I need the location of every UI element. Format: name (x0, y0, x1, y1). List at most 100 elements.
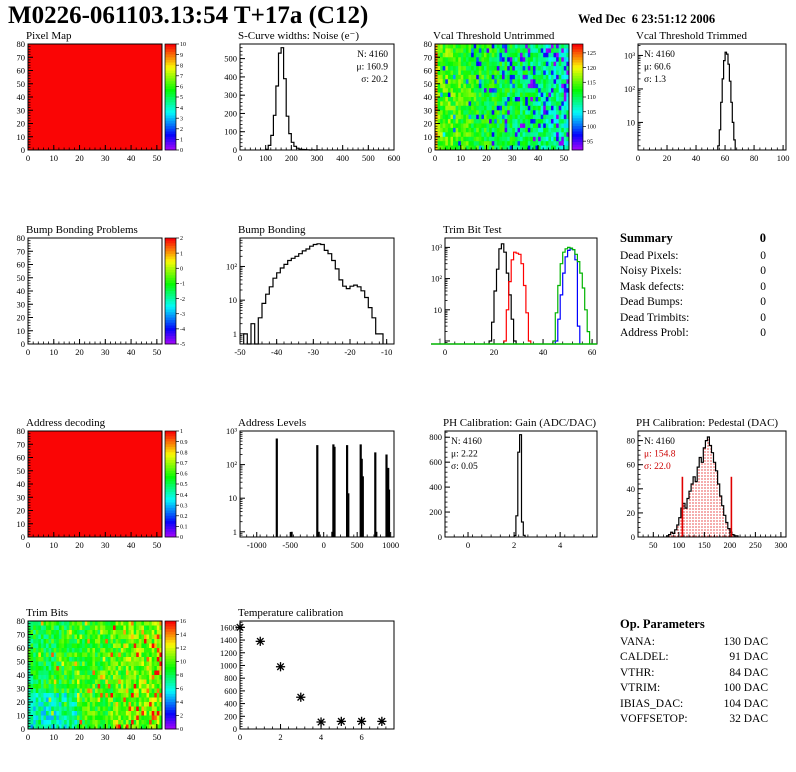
svg-text:0: 0 (238, 153, 242, 163)
svg-text:120: 120 (587, 66, 596, 72)
svg-text:80: 80 (17, 426, 26, 436)
svg-text:4: 4 (558, 540, 563, 550)
svg-text:80: 80 (17, 616, 26, 626)
svg-text:σ: 0.05: σ: 0.05 (451, 462, 478, 472)
svg-text:110: 110 (587, 95, 596, 101)
svg-text:σ: 20.2: σ: 20.2 (361, 75, 388, 85)
svg-text:μ: 154.8: μ: 154.8 (644, 450, 676, 460)
svg-text:200: 200 (285, 153, 298, 163)
svg-text:40: 40 (127, 347, 136, 357)
svg-text:10: 10 (17, 711, 26, 721)
svg-text:6: 6 (359, 732, 363, 742)
svg-text:-20: -20 (344, 347, 355, 357)
svg-text:10: 10 (457, 153, 466, 163)
svg-text:1: 1 (180, 138, 183, 144)
svg-text:16: 16 (180, 619, 186, 625)
svg-text:PH Calibration: Pedestal (DAC): PH Calibration: Pedestal (DAC) (636, 417, 778, 429)
summary-title: Summary (620, 231, 673, 245)
svg-text:40: 40 (17, 670, 26, 680)
svg-text:N: 4160: N: 4160 (644, 50, 675, 60)
svg-text:0: 0 (26, 153, 30, 163)
svg-text:105: 105 (587, 110, 596, 116)
svg-text:600: 600 (388, 153, 401, 163)
op-parameter-row: VTHR: 84 DAC (620, 666, 768, 679)
svg-text:300: 300 (775, 540, 788, 550)
svg-text:1600: 1600 (220, 622, 237, 632)
svg-text:100: 100 (587, 125, 596, 131)
svg-text:40: 40 (424, 92, 433, 102)
svg-text:Temperature calibration: Temperature calibration (238, 607, 344, 619)
svg-text:30: 30 (17, 492, 26, 502)
svg-text:PH Calibration: Gain (ADC/DAC): PH Calibration: Gain (ADC/DAC) (443, 417, 596, 429)
plot-pixel-map: 0 1 2 3 4 5 6 7 8 9 10 0 10 20 30 40 50 0 10 20 30 40 50 60 70 80… (8, 28, 204, 176)
svg-text:10²: 10² (226, 261, 238, 271)
svg-text:30: 30 (17, 105, 26, 115)
svg-text:600: 600 (429, 457, 442, 467)
svg-text:500: 500 (362, 153, 375, 163)
svg-text:50: 50 (153, 153, 162, 163)
svg-text:-40: -40 (271, 347, 282, 357)
svg-text:N: 4160: N: 4160 (644, 437, 675, 447)
plot-address-decoding: 0 0.1 0.2 0.3 0.4 0.5 0.6 0.7 0.8 0.9 1 0 10 20 30 40 50… (8, 415, 204, 563)
op-parameter-row: VANA: 130 DAC (620, 635, 768, 648)
svg-text:0: 0 (438, 532, 442, 542)
svg-text:60: 60 (627, 460, 636, 470)
plot-trim-bits: 0 2 4 6 8 10 12 14 16 0 10 20 30 40 50 0 10 20 30 40 50 60 70 8… (8, 605, 204, 755)
plot-ph-calibration-gain: 0 2 4 0 200 400 600 800 PH Calibration: Gain (AD… (415, 415, 605, 563)
svg-text:30: 30 (101, 347, 110, 357)
svg-text:50: 50 (153, 732, 162, 742)
svg-text:200: 200 (429, 507, 442, 517)
svg-text:2: 2 (180, 127, 183, 133)
svg-text:7: 7 (180, 74, 183, 80)
plot-bump-bonding: -50 -40 -30 -20 -10 1 10 10² Bump Bonding (210, 222, 402, 370)
svg-text:100: 100 (224, 127, 237, 137)
op-parameters-title: Op. Parameters (620, 617, 705, 631)
svg-text:40: 40 (627, 484, 636, 494)
svg-text:100: 100 (672, 540, 685, 550)
svg-text:0.9: 0.9 (180, 440, 188, 446)
svg-text:20: 20 (424, 119, 433, 129)
svg-text:10: 10 (434, 305, 443, 315)
op-parameter-row: CALDEL: 91 DAC (620, 651, 768, 663)
svg-text:1400: 1400 (220, 635, 237, 645)
svg-text:100: 100 (259, 153, 272, 163)
svg-text:N: 4160: N: 4160 (357, 50, 388, 60)
svg-text:10: 10 (17, 132, 26, 142)
svg-text:0: 0 (21, 532, 25, 542)
svg-text:40: 40 (127, 732, 136, 742)
svg-text:70: 70 (17, 439, 26, 449)
svg-text:-50: -50 (234, 347, 245, 357)
svg-text:Vcal Threshold Trimmed: Vcal Threshold Trimmed (636, 30, 748, 42)
svg-text:0.2: 0.2 (180, 514, 188, 520)
svg-text:0.5: 0.5 (180, 482, 188, 488)
svg-text:80: 80 (17, 233, 26, 243)
svg-text:400: 400 (224, 699, 237, 709)
svg-text:0: 0 (26, 347, 30, 357)
svg-text:6: 6 (180, 687, 183, 693)
svg-text:600: 600 (224, 686, 237, 696)
svg-text:50: 50 (153, 540, 162, 550)
svg-text:150: 150 (698, 540, 711, 550)
svg-text:0: 0 (636, 153, 640, 163)
plot-vcal-threshold-untrimmed: 95 100 105 110 115 120 125 0 10 20 30 40 50 0 10 20 30 40… (415, 28, 611, 176)
svg-text:40: 40 (17, 479, 26, 489)
timestamp: Wed Dec 6 23:51:12 2006 (578, 12, 716, 26)
svg-text:80: 80 (750, 153, 759, 163)
svg-text:50: 50 (17, 466, 26, 476)
svg-text:60: 60 (424, 66, 433, 76)
summary-row: Dead Trimbits: 0 (620, 311, 766, 324)
plot-bump-bonding-problems: -5 -4 -3 -2 -1 0 1 2 0 10 20 30 40 50 0 10 20 30 40 50 60 70 8… (8, 222, 204, 370)
svg-text:70: 70 (17, 246, 26, 256)
svg-text:0: 0 (466, 540, 470, 550)
svg-text:10: 10 (50, 153, 59, 163)
svg-text:80: 80 (424, 39, 433, 49)
svg-text:500: 500 (351, 540, 364, 550)
svg-text:50: 50 (153, 347, 162, 357)
op-parameter-row: IBIAS_DAC: 104 DAC (620, 697, 768, 710)
svg-text:10: 10 (50, 347, 59, 357)
svg-text:40: 40 (692, 153, 701, 163)
svg-text:10³: 10³ (624, 50, 636, 60)
svg-text:20: 20 (75, 540, 84, 550)
svg-text:10²: 10² (624, 84, 636, 94)
